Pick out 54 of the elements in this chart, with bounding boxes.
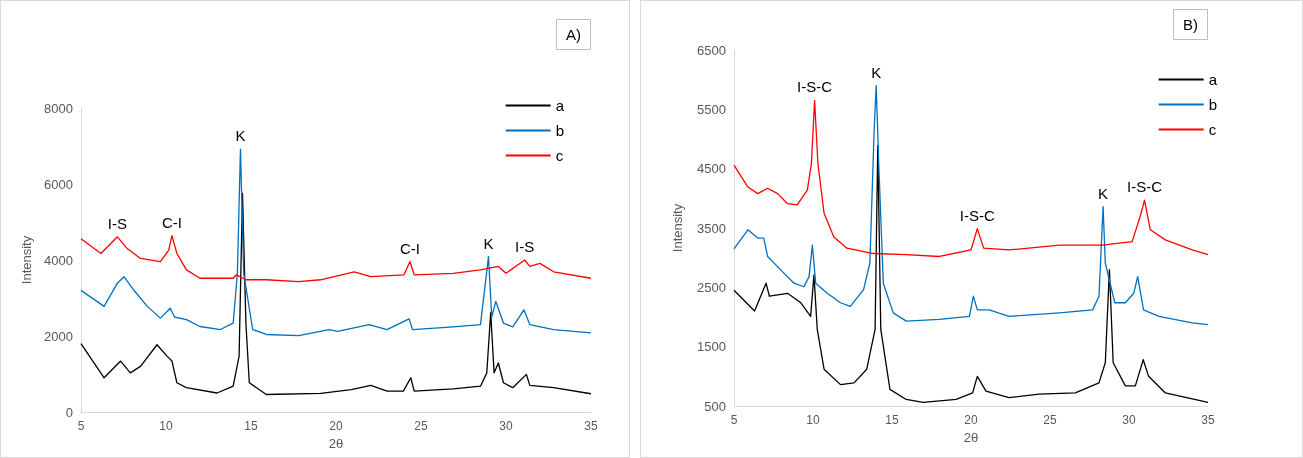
line-series [80,192,592,396]
x-tick-label: 30 [499,419,513,433]
y-tick-label: 500 [704,398,726,414]
chart-title: A) [566,26,581,43]
x-tick-label: 30 [1122,413,1136,427]
y-tick-label: 8000 [44,100,73,116]
annotation: I-S [107,214,127,232]
y-tick-label: 6500 [697,42,726,58]
x-axis-title: 2θ [963,429,979,445]
annotation: I-S [515,238,535,255]
annotation: C-I [161,213,182,231]
legend-label: b [555,122,564,139]
annotation: I-S-C [959,206,995,224]
legend-label: a [555,97,565,114]
annotation: I-S-C [797,78,833,96]
annotation: C-I [399,239,420,257]
y-tick-label: 4500 [697,161,726,177]
legend-label: c [1208,121,1217,138]
y-tick-label: 2000 [44,328,73,344]
y-tick-label: 6000 [44,176,73,192]
y-tick-label: 0 [65,404,73,420]
chart-title: B) [1183,16,1198,33]
x-axis-title: 2θ [328,435,344,451]
y-axis-title: Intensity [19,235,35,285]
x-tick-label: 15 [885,413,899,427]
x-tick-label: 25 [414,419,428,433]
y-tick-label: 3500 [697,220,726,236]
annotation: K [871,63,882,81]
line-series [80,235,592,283]
x-tick-label: 35 [584,419,598,433]
x-tick-label: 5 [77,419,85,433]
y-tick-label: 1500 [697,339,726,355]
x-tick-label: 15 [244,419,258,433]
y-tick-label: 4000 [44,252,73,268]
line-series [733,84,1209,326]
annotation: K [483,234,494,252]
y-tick-label: 2500 [697,279,726,295]
x-tick-label: 20 [329,419,343,433]
annotation: K [235,127,246,145]
x-tick-label: 20 [964,413,978,427]
y-tick-label: 5500 [697,101,726,117]
legend-label: a [1208,71,1218,88]
line-series [733,99,1209,258]
line-series [80,148,592,337]
x-tick-label: 10 [806,413,820,427]
annotation: K [1098,184,1109,202]
legend-label: c [555,147,564,164]
x-tick-label: 10 [159,419,173,433]
legend-label: b [1208,96,1217,113]
x-tick-label: 35 [1201,413,1215,427]
annotation: I-S-C [1126,178,1163,196]
x-tick-label: 25 [1043,413,1057,427]
y-axis-title: Intensity [670,203,685,253]
x-tick-label: 5 [730,413,738,427]
